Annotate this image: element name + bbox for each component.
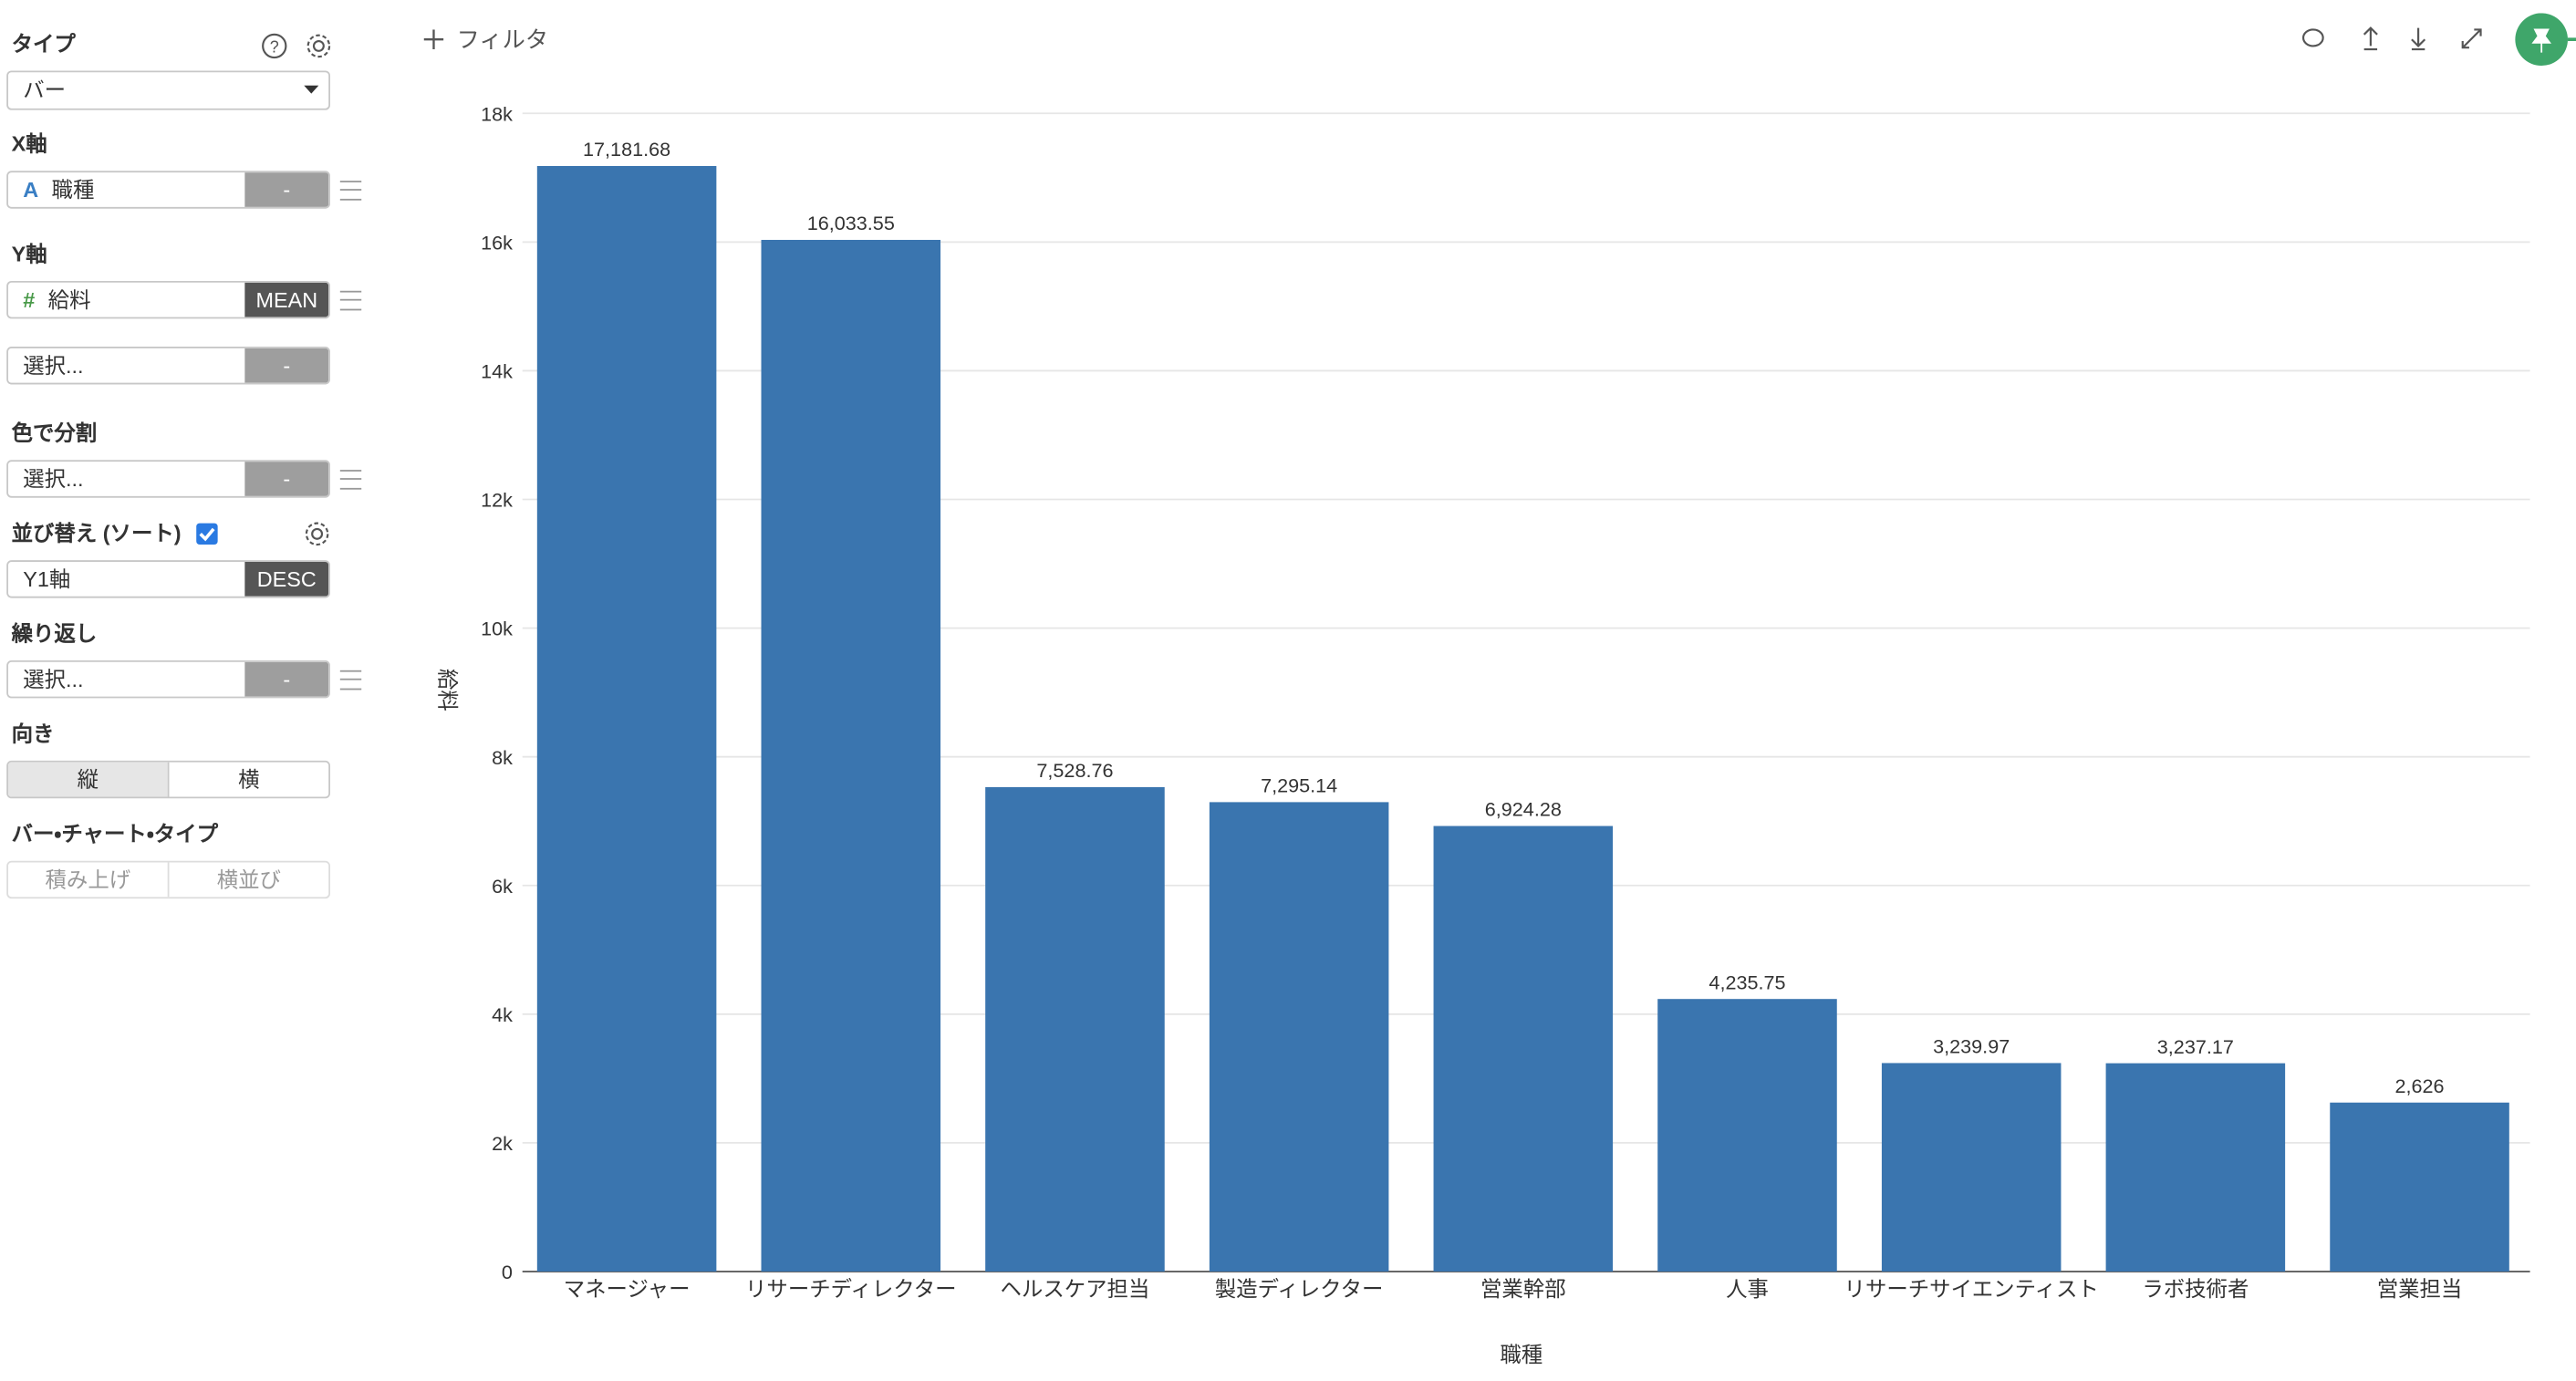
sort-checkbox[interactable] [195, 523, 218, 545]
y-tick-label: 0 [502, 1261, 513, 1283]
value-label: 3,237.17 [2157, 1035, 2234, 1058]
bar-type-toggle: 積み上げ 横並び [6, 860, 331, 899]
orientation-toggle: 縦 横 [6, 760, 331, 799]
upload-icon[interactable] [2363, 26, 2378, 51]
x-axis-label: X軸 [11, 131, 47, 157]
x-tick-label: ヘルスケア担当 [1001, 1277, 1150, 1301]
agg-button[interactable]: - [244, 348, 329, 383]
bar-type-label: バー・チャート・タイプ [11, 821, 219, 846]
orientation-option[interactable]: 縦 [8, 762, 168, 797]
drag-handle[interactable] [339, 470, 362, 490]
drag-handle[interactable] [339, 670, 362, 690]
y-tick-label: 14k [481, 360, 513, 383]
field-name: 選択... [23, 667, 84, 692]
value-label: 7,528.76 [1036, 759, 1113, 782]
x-tick-label: 製造ディレクター [1215, 1277, 1384, 1301]
sort-settings[interactable] [304, 521, 330, 547]
field-name: Y1軸 [23, 566, 71, 592]
y-axis-title: 給料 [436, 669, 460, 711]
x-tick-label: マネージャー [564, 1277, 691, 1301]
field-name: 職種 [51, 177, 95, 202]
help-icon[interactable] [262, 33, 287, 59]
settings-icon[interactable] [312, 39, 325, 52]
toolbar-icons [2301, 13, 2576, 67]
agg-button[interactable]: - [244, 661, 329, 697]
bar [536, 165, 717, 1272]
type-icons: ? [262, 33, 331, 59]
x-field[interactable]: A 職種 - [6, 171, 331, 209]
y-tick-label: 6k [492, 875, 513, 898]
bar-type-option[interactable]: 横並び [167, 862, 328, 898]
type-icon: # [23, 287, 36, 313]
svg-text:?: ? [270, 38, 279, 57]
x-axis-title: 職種 [1500, 1343, 1542, 1366]
field-name: 選択... [23, 353, 84, 379]
value-label: 7,295.14 [1261, 774, 1337, 797]
color-field[interactable]: 選択... - [6, 460, 331, 498]
bar [2330, 1102, 2509, 1272]
value-label: 17,181.68 [583, 138, 670, 161]
y-tick-label: 10k [481, 618, 513, 640]
x-tick-label: 営業幹部 [1480, 1277, 1566, 1301]
repeat-label: 繰り返し [11, 620, 98, 646]
y-tick-label: 8k [492, 746, 513, 769]
bar-type-option[interactable]: 積み上げ [45, 867, 131, 892]
bar [2105, 1063, 2286, 1272]
type-icon: A [23, 177, 39, 202]
bar [1657, 999, 1837, 1272]
value-label: 6,924.28 [1485, 798, 1562, 821]
y-field-2[interactable]: 選択... - [6, 347, 331, 385]
sort-label: 並び替え (ソート) [11, 520, 182, 545]
agg-button[interactable]: MEAN [244, 282, 329, 317]
y-tick-label: 16k [481, 231, 513, 254]
bar [1209, 802, 1389, 1272]
x-tick-label: リサーチディレクター [745, 1277, 957, 1301]
drag-handle[interactable] [339, 290, 362, 311]
type-label: タイプ [11, 31, 76, 57]
agg-button[interactable]: DESC [244, 561, 329, 597]
filter-text: フィルタ [456, 26, 549, 53]
y-axis-label: Y軸 [11, 241, 47, 266]
value-label: 2,626 [2394, 1075, 2444, 1097]
expand-icon[interactable] [2461, 28, 2482, 49]
x-tick-label: 人事 [1726, 1277, 1769, 1301]
agg-button[interactable]: - [244, 462, 329, 496]
x-tick-label: リサーチサイエンティスト [1844, 1277, 2099, 1301]
orientation-option[interactable]: 横 [167, 762, 328, 797]
y-tick-label: 2k [492, 1132, 513, 1155]
value-label: 4,235.75 [1709, 971, 1785, 993]
comment-icon[interactable] [2301, 28, 2324, 47]
x-tick-label: ラボ技術者 [2142, 1277, 2249, 1301]
orientation-label: 向き [11, 721, 55, 746]
drag-handle[interactable] [339, 181, 362, 201]
bar [985, 786, 1165, 1272]
value-label: 3,239.97 [1933, 1035, 2010, 1058]
field-name: 選択... [23, 466, 84, 492]
type-value: バー [23, 77, 67, 102]
filter-button[interactable]: フィルタ [423, 23, 549, 56]
value-label: 16,033.55 [807, 212, 895, 234]
y-tick-label: 4k [492, 1003, 513, 1026]
y-tick-label: 18k [481, 102, 513, 125]
x-tick-label: 営業担当 [2377, 1277, 2463, 1301]
agg-button[interactable]: - [244, 172, 329, 207]
bar [761, 239, 941, 1272]
type-select[interactable]: バー [6, 70, 331, 110]
field-name: 給料 [47, 287, 91, 313]
bar [1433, 825, 1614, 1272]
sort-field[interactable]: Y1軸 DESC [6, 560, 331, 598]
repeat-field[interactable]: 選択... - [6, 660, 331, 699]
color-label: 色で分割 [11, 421, 98, 446]
y-tick-label: 12k [481, 489, 513, 512]
download-icon[interactable] [2411, 27, 2426, 51]
bar [1881, 1063, 2062, 1272]
y-field[interactable]: # 給料 MEAN [6, 280, 331, 319]
